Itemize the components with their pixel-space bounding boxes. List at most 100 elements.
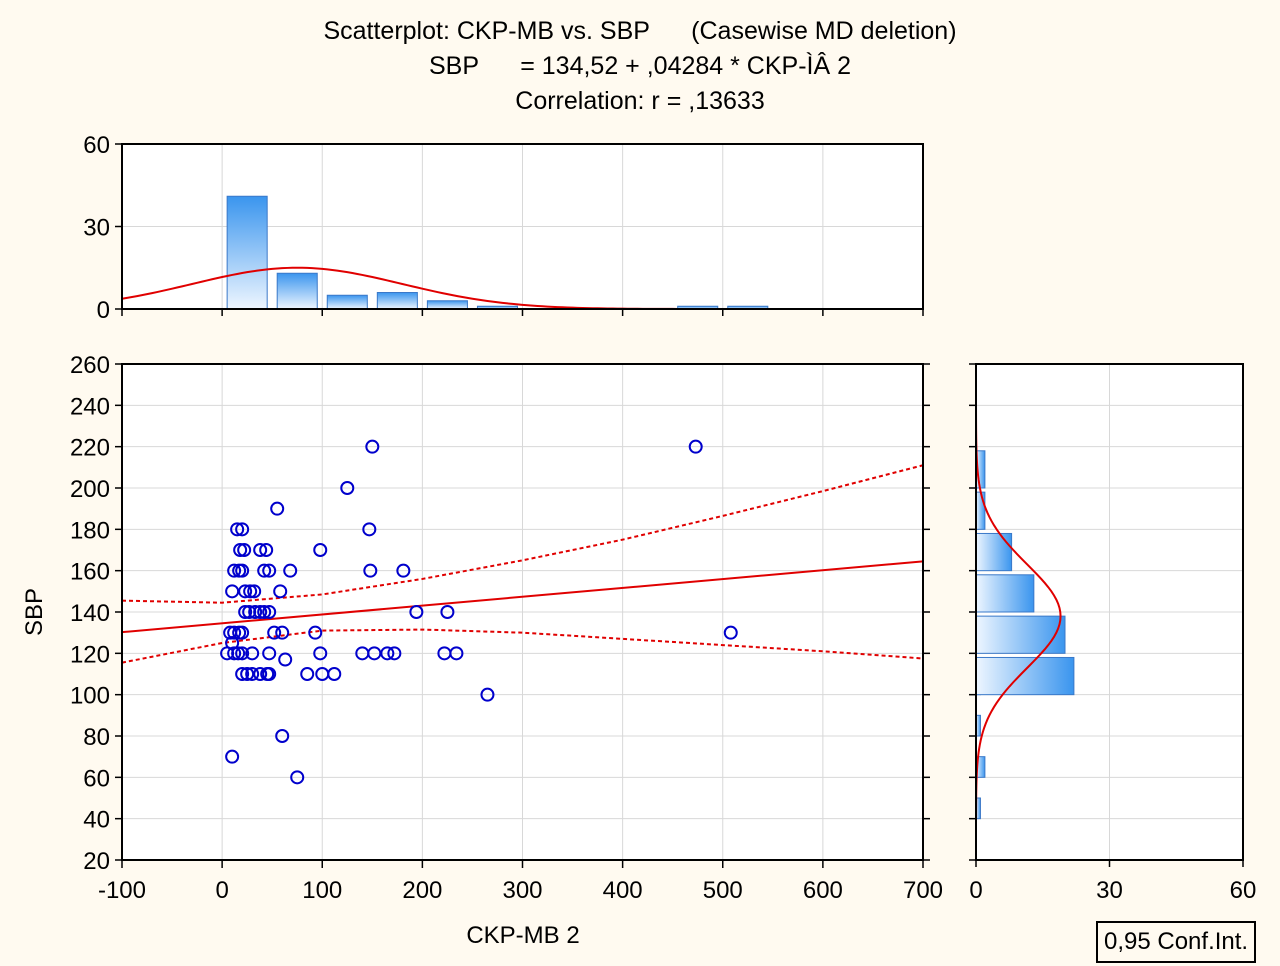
data-point: [273, 584, 288, 599]
data-point: [267, 625, 282, 640]
data-point: [367, 646, 382, 661]
data-point: [262, 667, 277, 681]
data-point: [275, 729, 290, 743]
x-histogram-ytick-label: 30: [83, 215, 110, 242]
data-point: [235, 646, 250, 661]
title-line-2: SBP = 134,52 + ,04284 * CKP-ÌÂ 2: [428, 52, 852, 80]
x-tick-label: 700: [903, 877, 943, 904]
title-line-3: Correlation: r = ,13633: [515, 87, 765, 115]
x-tick-label: 600: [803, 877, 843, 904]
data-point: [688, 439, 703, 454]
data-point: [230, 522, 245, 537]
data-point: [235, 625, 250, 640]
y-histogram-frame: [975, 363, 1244, 861]
data-point: [270, 501, 285, 516]
y-histogram-xtick-label: 60: [1230, 877, 1257, 904]
data-point: [387, 646, 402, 661]
data-point: [300, 667, 315, 681]
data-point: [227, 563, 242, 578]
y-histogram-bar: [975, 491, 986, 530]
x-histogram-bar: [226, 195, 268, 310]
x-histogram-ytick-label: 0: [97, 297, 110, 324]
data-point: [233, 543, 248, 557]
y-histogram-bar: [975, 574, 1035, 613]
data-point: [235, 563, 250, 578]
data-point: [247, 584, 262, 599]
data-point: [262, 605, 277, 619]
x-histogram-bar: [326, 294, 368, 310]
x-tick-label: 400: [603, 877, 643, 904]
data-point: [253, 667, 268, 681]
data-point: [237, 543, 252, 557]
y-tick-label: 180: [70, 517, 110, 544]
y-tick-label: 220: [70, 435, 110, 462]
data-point: [257, 605, 272, 619]
x-histogram-bar: [376, 292, 418, 310]
data-point: [245, 646, 260, 661]
data-point: [227, 625, 242, 640]
y-tick-label: 160: [70, 559, 110, 586]
y-histogram-bar: [975, 532, 1013, 572]
data-point: [290, 770, 305, 785]
data-point: [259, 543, 274, 557]
data-point: [480, 687, 495, 702]
y-histogram-xtick-label: 30: [1096, 877, 1123, 904]
data-point: [243, 584, 258, 599]
y-tick-label: 260: [70, 352, 110, 379]
data-point: [225, 749, 240, 764]
data-point: [723, 625, 738, 640]
data-point: [257, 563, 272, 578]
y-tick-label: 40: [83, 807, 110, 834]
y-histogram-bar: [975, 656, 1075, 696]
data-point: [235, 522, 250, 537]
data-point: [240, 667, 255, 681]
data-point: [409, 605, 424, 619]
x-axis-label: CKP-MB 2: [466, 922, 579, 949]
confidence-interval-legend: 0,95 Conf.Int.: [1096, 921, 1257, 963]
data-point: [235, 667, 250, 681]
y-tick-label: 80: [83, 724, 110, 751]
data-point: [262, 646, 277, 661]
data-point: [308, 625, 323, 640]
data-point: [362, 522, 377, 537]
data-point: [363, 563, 378, 578]
y-histogram-panel: 0 30 60: [969, 363, 1257, 904]
data-point: [253, 605, 268, 619]
x-tick-label: -100: [98, 877, 146, 904]
data-point: [380, 646, 395, 661]
data-point: [440, 605, 455, 619]
data-point: [365, 439, 380, 454]
confidence-band-upper: [121, 464, 924, 604]
regression-line: [121, 560, 924, 634]
x-histogram-panel: 0 30 60: [83, 132, 924, 324]
data-point: [238, 584, 253, 599]
data-point: [327, 667, 342, 681]
data-point: [238, 605, 253, 619]
title-line-1: Scatterplot: CKP-MB vs. SBP (Casewise MD…: [323, 17, 957, 45]
data-point: [225, 636, 240, 650]
scatter-frame: [121, 363, 924, 861]
x-histogram-ytick-label: 60: [83, 132, 110, 159]
data-point: [275, 625, 290, 640]
x-histogram-bar: [426, 300, 468, 310]
x-tick-label: 0: [215, 877, 228, 904]
x-tick-label: 100: [302, 877, 342, 904]
y-tick-label: 100: [70, 683, 110, 710]
data-point: [225, 584, 240, 599]
y-tick-label: 20: [83, 848, 110, 875]
data-point: [313, 646, 328, 661]
data-point: [227, 646, 242, 661]
chart-title: Scatterplot: CKP-MB vs. SBP (Casewise MD…: [0, 14, 1280, 119]
data-point: [396, 563, 411, 578]
x-tick-label: 200: [402, 877, 442, 904]
y-tick-label: 140: [70, 600, 110, 627]
data-point: [253, 543, 268, 557]
data-point: [340, 481, 355, 495]
x-tick-label: 300: [502, 877, 542, 904]
data-point: [449, 646, 464, 661]
y-tick-label: 60: [83, 765, 110, 792]
confidence-band-lower: [121, 628, 924, 664]
data-point: [313, 543, 328, 557]
y-tick-label: 120: [70, 641, 110, 668]
